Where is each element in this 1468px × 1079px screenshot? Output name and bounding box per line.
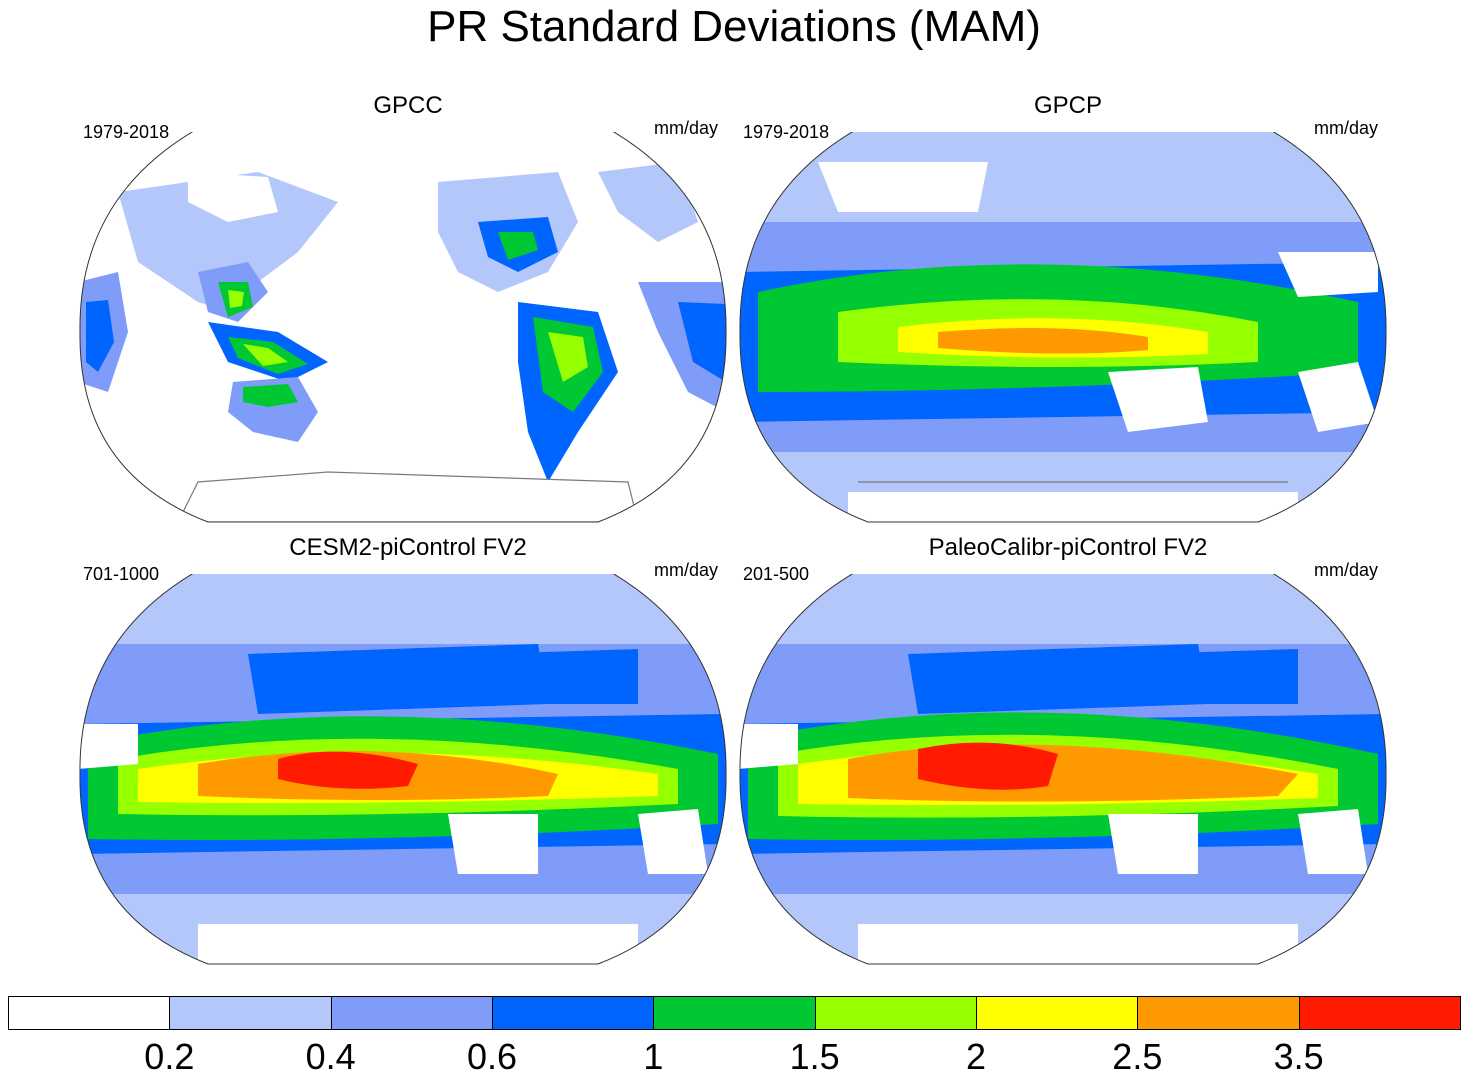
colorbar-box bbox=[8, 996, 171, 1030]
colorbar-tick-label: 1 bbox=[643, 1036, 664, 1077]
panel-period: 701-1000 bbox=[83, 564, 160, 584]
panel-title: GPCP bbox=[1033, 92, 1102, 119]
colorbar-tick-label: 1.5 bbox=[789, 1036, 840, 1077]
colorbar bbox=[8, 996, 1461, 1032]
panel-paleocalibr: PaleoCalibr-piControl FV2 201-500 mm/day bbox=[738, 534, 1398, 974]
panel-gpcc: GPCC 1979-2018 mm/day bbox=[78, 92, 738, 532]
panel-title: PaleoCalibr-piControl FV2 bbox=[928, 534, 1208, 561]
panel-title: GPCC bbox=[373, 92, 443, 119]
map-gpcp bbox=[739, 132, 1387, 523]
panel-units: mm/day bbox=[653, 118, 718, 138]
colorbar-tick-label: 0.2 bbox=[144, 1036, 195, 1077]
map-paleocalibr bbox=[739, 574, 1387, 965]
map-gpcc bbox=[79, 132, 727, 523]
colorbar-box bbox=[814, 996, 977, 1030]
colorbar-box bbox=[169, 996, 332, 1030]
panel-period: 1979-2018 bbox=[83, 122, 170, 142]
panel-period: 1979-2018 bbox=[743, 122, 830, 142]
panel-cesm2: CESM2-piControl FV2 701-1000 mm/day bbox=[78, 534, 738, 974]
panel-gpcp: GPCP 1979-2018 mm/day bbox=[738, 92, 1398, 532]
colorbar-box bbox=[1298, 996, 1461, 1030]
map-cesm2 bbox=[79, 574, 727, 965]
panel-title: CESM2-piControl FV2 bbox=[289, 534, 527, 561]
panel-units: mm/day bbox=[1313, 560, 1378, 580]
colorbar-box bbox=[492, 996, 655, 1030]
colorbar-tick-label: 3.5 bbox=[1273, 1036, 1324, 1077]
colorbar-box bbox=[976, 996, 1139, 1030]
colorbar-tick-label: 2 bbox=[965, 1036, 987, 1077]
panel-period: 201-500 bbox=[743, 564, 810, 584]
colorbar-tick-label: 2.5 bbox=[1112, 1036, 1163, 1077]
panel-units: mm/day bbox=[653, 560, 718, 580]
colorbar-tick-label: 0.6 bbox=[466, 1036, 518, 1077]
colorbar-box bbox=[330, 996, 493, 1030]
figure-title: PR Standard Deviations (MAM) bbox=[427, 2, 1041, 51]
colorbar-tick-label: 0.4 bbox=[305, 1036, 356, 1077]
panel-units: mm/day bbox=[1313, 118, 1378, 138]
colorbar-box bbox=[1137, 996, 1300, 1030]
colorbar-box bbox=[653, 996, 816, 1030]
